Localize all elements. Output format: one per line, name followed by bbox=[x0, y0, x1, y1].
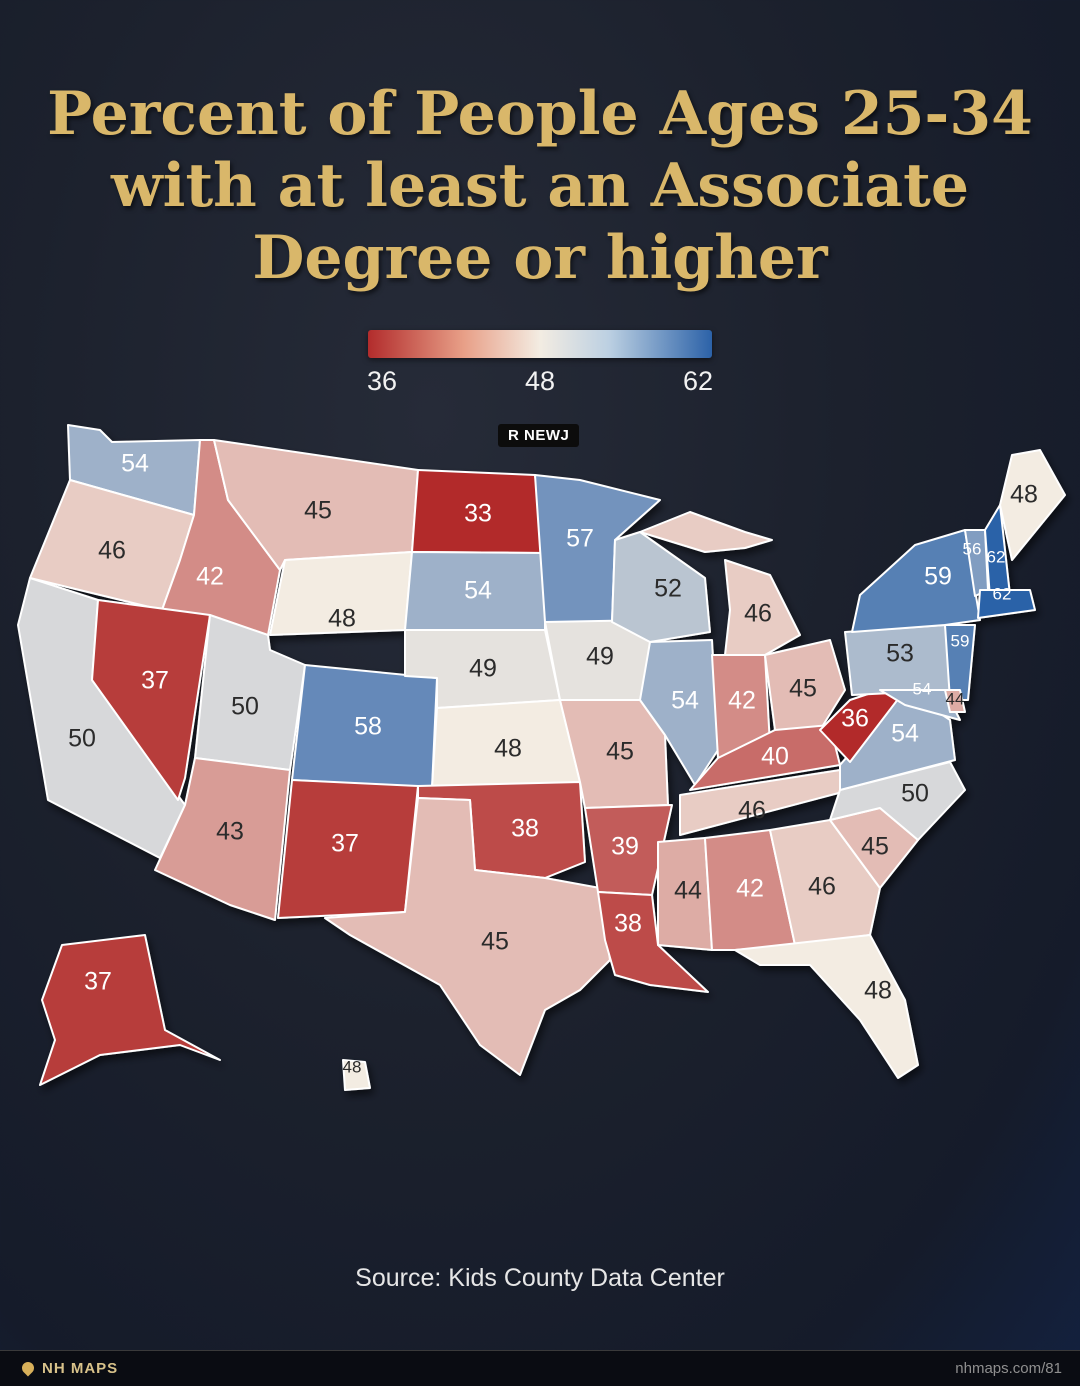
state-mi-upper-peninsula bbox=[639, 511, 773, 553]
title-line-2: with at least an Associate bbox=[111, 151, 969, 221]
state-md bbox=[879, 689, 961, 721]
value-label-sd: 54 bbox=[464, 577, 492, 605]
value-label-or: 46 bbox=[98, 537, 126, 565]
footer-bar: NH MAPS nhmaps.com/81 bbox=[0, 1350, 1080, 1386]
value-label-va: 54 bbox=[891, 720, 919, 748]
value-label-wi: 52 bbox=[654, 575, 682, 603]
value-label-az: 43 bbox=[216, 818, 244, 846]
title-line-3: Degree or higher bbox=[252, 223, 828, 293]
watermark-badge: R NEWJ bbox=[498, 424, 580, 447]
state-nv bbox=[91, 599, 211, 801]
value-label-ne: 49 bbox=[469, 655, 497, 683]
map-pin-icon bbox=[19, 1359, 37, 1377]
state-ny bbox=[851, 529, 981, 633]
state-oh bbox=[764, 639, 846, 731]
title-line-1: Percent of People Ages 25-34 bbox=[47, 79, 1033, 149]
state-hi bbox=[342, 1059, 371, 1091]
value-label-al: 42 bbox=[736, 875, 764, 903]
value-label-mo: 45 bbox=[606, 738, 634, 766]
value-label-oh: 45 bbox=[789, 675, 817, 703]
value-label-id: 42 bbox=[196, 563, 224, 591]
state-la bbox=[597, 891, 709, 993]
value-label-sc: 45 bbox=[861, 833, 889, 861]
value-label-il: 54 bbox=[671, 687, 699, 715]
value-label-mt: 45 bbox=[304, 497, 332, 525]
map-title: Percent of People Ages 25-34 with at lea… bbox=[0, 78, 1080, 294]
value-label-ky: 40 bbox=[761, 743, 789, 771]
value-label-nc: 50 bbox=[901, 780, 929, 808]
value-label-vt: 56 bbox=[963, 539, 982, 558]
value-label-ar: 39 bbox=[611, 833, 639, 861]
value-label-tx: 45 bbox=[481, 928, 509, 956]
source-note: Source: Kids County Data Center bbox=[355, 1264, 725, 1292]
value-label-nh: 62 bbox=[987, 547, 1006, 566]
legend-max-label: 62 bbox=[682, 366, 714, 396]
value-label-de: 44 bbox=[946, 689, 965, 708]
value-label-pa: 53 bbox=[886, 640, 914, 668]
legend-min-label: 36 bbox=[366, 366, 398, 396]
color-scale-bar bbox=[368, 330, 712, 358]
value-label-ma: 62 bbox=[993, 584, 1012, 603]
state-fl bbox=[734, 934, 919, 1079]
value-label-ny: 59 bbox=[924, 563, 952, 591]
value-label-mn: 57 bbox=[566, 525, 594, 553]
value-label-nv: 37 bbox=[141, 667, 169, 695]
value-label-wy: 48 bbox=[328, 605, 356, 633]
value-label-wa: 54 bbox=[121, 450, 149, 478]
value-label-ga: 46 bbox=[808, 873, 836, 901]
state-az bbox=[154, 757, 291, 921]
value-label-ca: 50 bbox=[68, 725, 96, 753]
value-label-ks: 48 bbox=[494, 735, 522, 763]
legend-mid-label: 48 bbox=[524, 366, 556, 396]
footer-url: nhmaps.com/81 bbox=[955, 1360, 1062, 1377]
value-label-in: 42 bbox=[728, 687, 756, 715]
brand: NH MAPS bbox=[19, 1359, 119, 1377]
value-label-hi: 48 bbox=[343, 1057, 362, 1076]
brand-name: NH MAPS bbox=[42, 1360, 119, 1377]
value-label-ms: 44 bbox=[674, 877, 702, 905]
state-tx bbox=[324, 797, 611, 1076]
value-label-md: 54 bbox=[913, 679, 932, 698]
value-label-wv: 36 bbox=[841, 705, 869, 733]
state-ma bbox=[977, 589, 1036, 619]
state-ak bbox=[39, 934, 221, 1086]
value-label-la: 38 bbox=[614, 910, 642, 938]
value-label-nj: 59 bbox=[951, 631, 970, 650]
value-label-fl: 48 bbox=[864, 977, 892, 1005]
value-label-ut: 50 bbox=[231, 693, 259, 721]
state-de bbox=[944, 689, 966, 713]
state-nj bbox=[944, 624, 976, 701]
value-label-nm: 37 bbox=[331, 830, 359, 858]
value-label-nd: 33 bbox=[464, 500, 492, 528]
value-label-tn: 46 bbox=[738, 797, 766, 825]
value-label-ak: 37 bbox=[84, 968, 112, 996]
value-label-me: 48 bbox=[1010, 481, 1038, 509]
value-label-ia: 49 bbox=[586, 643, 614, 671]
value-label-co: 58 bbox=[354, 713, 382, 741]
state-me bbox=[999, 449, 1066, 561]
value-label-ok: 38 bbox=[511, 815, 539, 843]
value-label-mi: 46 bbox=[744, 600, 772, 628]
